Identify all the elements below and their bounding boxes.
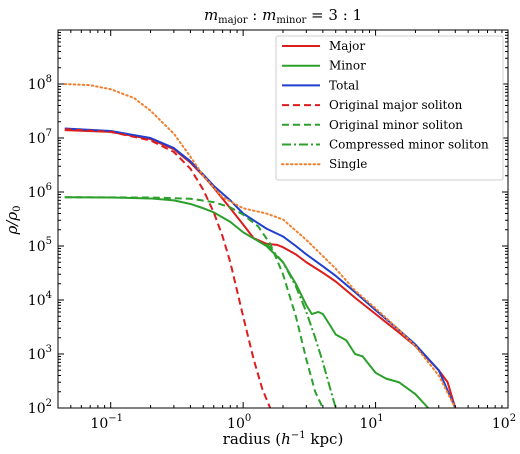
legend-label-major: Major xyxy=(329,39,365,53)
series-line-single xyxy=(63,83,457,408)
x-tick-label: 101 xyxy=(359,413,383,432)
ticks-layer: 10−1 100 101 102 102 103 104 105 106 107 108 xyxy=(28,30,516,432)
y-tick-label: 107 xyxy=(28,128,52,147)
legend-label-single: Single xyxy=(329,157,367,171)
series-layer xyxy=(63,83,457,408)
series-line-minor xyxy=(64,196,430,408)
legend-label-compressed-minor-soliton: Compressed minor soliton xyxy=(329,138,489,152)
chart-title: mmajor : mminor = 3 : 1 xyxy=(204,6,362,26)
series-line-original-major-soliton xyxy=(64,128,272,408)
series-line-original-minor-soliton xyxy=(64,196,324,408)
legend: Major Minor Total Original major soliton Ori… xyxy=(275,35,504,181)
legend-label-total: Total xyxy=(329,78,359,92)
legend-label-original-major-soliton: Original major soliton xyxy=(329,98,463,112)
legend-box xyxy=(275,35,504,181)
y-tick-label: 105 xyxy=(28,236,52,255)
series-line-compressed-minor-soliton xyxy=(265,243,337,408)
y-tick-label: 106 xyxy=(28,182,52,201)
legend-label-minor: Minor xyxy=(329,59,366,73)
x-tick-label: 100 xyxy=(227,413,251,432)
y-tick-label: 108 xyxy=(28,74,52,93)
y-tick-label: 102 xyxy=(28,398,52,417)
x-tick-label: 10−1 xyxy=(90,413,123,432)
y-axis-label: ρ/ρ0 xyxy=(3,205,23,235)
legend-label-original-minor-soliton: Original minor soliton xyxy=(329,118,463,132)
x-axis-label: radius (h−1 kpc) xyxy=(223,430,344,448)
y-tick-label: 103 xyxy=(28,344,52,363)
y-tick-label: 104 xyxy=(28,290,52,309)
x-tick-label: 102 xyxy=(492,413,516,432)
